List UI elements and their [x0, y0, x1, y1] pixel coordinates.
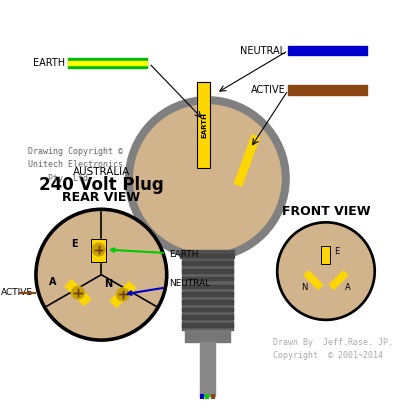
Circle shape	[134, 105, 281, 252]
Bar	[182, 308, 233, 311]
Bar	[182, 315, 233, 319]
Bar	[322, 246, 330, 264]
Text: AUSTRALIA: AUSTRALIA	[73, 167, 130, 177]
Bar	[288, 45, 367, 55]
Text: ACTIVE: ACTIVE	[251, 85, 286, 95]
Bar	[182, 323, 233, 327]
Circle shape	[38, 212, 164, 338]
Polygon shape	[65, 280, 91, 305]
Bar	[182, 292, 233, 296]
Polygon shape	[110, 282, 135, 307]
Text: NEUTRAL: NEUTRAL	[128, 279, 210, 295]
Bar	[182, 252, 233, 330]
Text: ACTIVE: ACTIVE	[0, 419, 1, 420]
Circle shape	[277, 222, 375, 320]
Circle shape	[117, 288, 129, 301]
Bar	[91, 239, 106, 262]
Circle shape	[126, 97, 289, 260]
Text: N: N	[104, 279, 113, 289]
Text: EARTH: EARTH	[202, 112, 208, 138]
Circle shape	[72, 286, 84, 299]
Polygon shape	[329, 271, 348, 289]
Text: A: A	[49, 277, 57, 287]
Circle shape	[279, 224, 373, 318]
Text: FRONT VIEW: FRONT VIEW	[282, 205, 370, 218]
Bar	[68, 58, 147, 68]
Text: A: A	[345, 283, 350, 292]
Bar	[288, 85, 367, 95]
Bar	[182, 269, 233, 273]
Text: EARTH: EARTH	[33, 58, 65, 68]
Bar	[182, 254, 233, 257]
Bar	[180, 250, 234, 257]
Polygon shape	[304, 271, 323, 289]
Bar	[68, 61, 147, 65]
Bar	[322, 246, 330, 264]
Bar	[200, 342, 215, 396]
Polygon shape	[134, 178, 281, 249]
Polygon shape	[126, 178, 289, 252]
Bar	[182, 277, 233, 281]
Text: REAR VIEW: REAR VIEW	[62, 191, 140, 204]
Text: EARTH: EARTH	[0, 419, 1, 420]
Text: NEUTRAL: NEUTRAL	[0, 419, 1, 420]
Text: Drawing Copyright ©
Unitech Electronics
    Pty. Ltd.: Drawing Copyright © Unitech Electronics …	[28, 147, 123, 183]
Text: N: N	[301, 283, 308, 292]
Bar	[197, 81, 210, 168]
Circle shape	[35, 208, 168, 341]
Text: NEUTRAL: NEUTRAL	[240, 45, 286, 55]
Bar	[182, 285, 233, 288]
Bar	[185, 330, 230, 342]
Circle shape	[92, 243, 105, 256]
Bar	[197, 81, 210, 168]
Text: E: E	[71, 239, 78, 249]
Text: EARTH: EARTH	[111, 248, 198, 259]
Bar	[91, 239, 106, 262]
Text: ACTIVE: ACTIVE	[1, 288, 33, 297]
Polygon shape	[234, 135, 259, 186]
Text: 240 Volt Plug: 240 Volt Plug	[39, 176, 164, 194]
Text: E: E	[334, 247, 339, 256]
Bar	[182, 261, 233, 265]
Text: Drawn By  Jeff.Rose. JP.
Copyright  © 2001~2014: Drawn By Jeff.Rose. JP. Copyright © 2001…	[273, 338, 393, 360]
Bar	[182, 300, 233, 304]
